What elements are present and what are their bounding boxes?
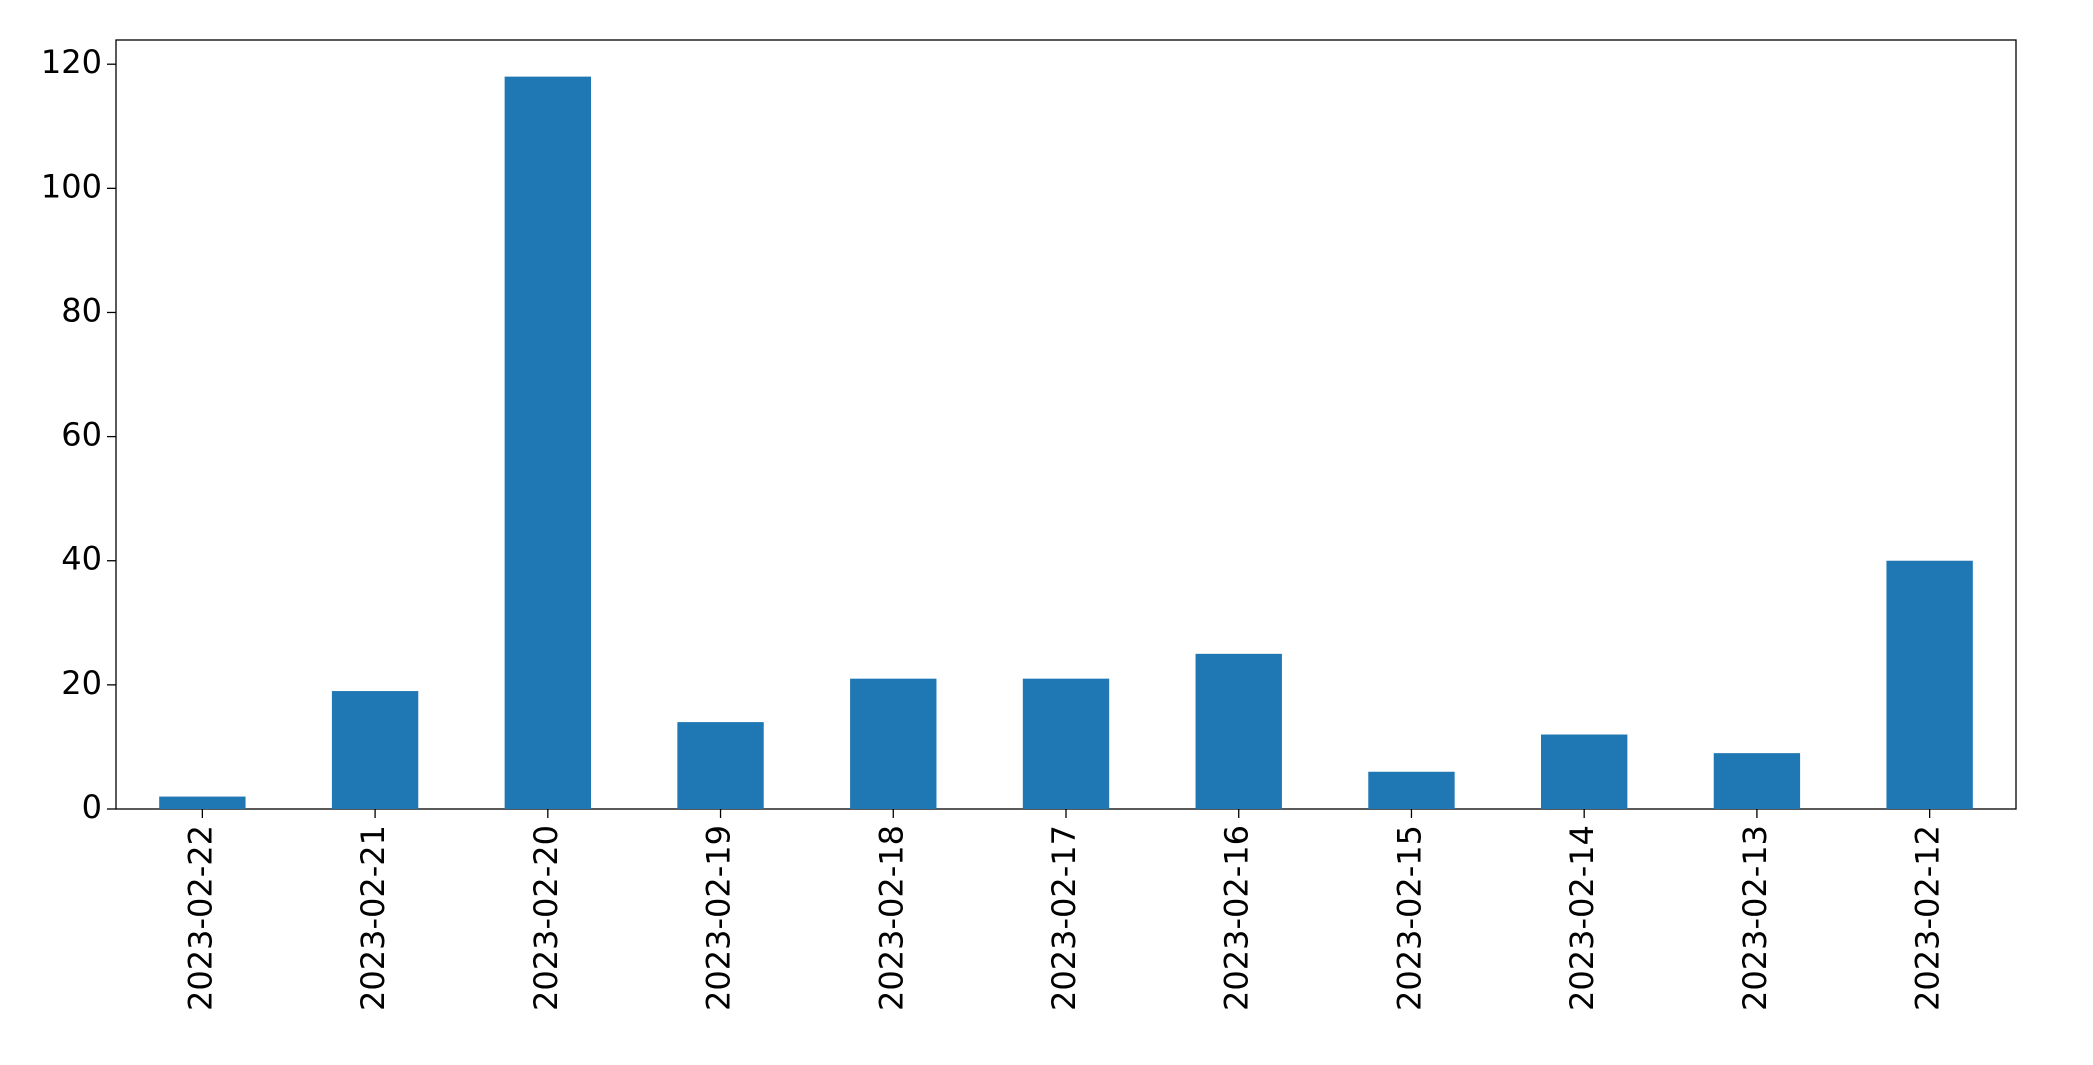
bar (677, 722, 764, 809)
y-tick-label: 120 (41, 43, 102, 81)
x-tick-label: 2023-02-22 (181, 825, 219, 1011)
bar (1713, 753, 1801, 809)
bar (1195, 653, 1282, 809)
bar (331, 691, 419, 809)
y-tick-label: 80 (61, 291, 102, 329)
x-tick-label: 2023-02-21 (354, 825, 392, 1011)
y-tick-label: 0 (82, 788, 102, 826)
y-tick-label: 20 (61, 664, 102, 702)
x-tick-label: 2023-02-16 (1218, 825, 1256, 1011)
x-tick-label: 2023-02-14 (1563, 825, 1601, 1011)
x-tick-label: 2023-02-13 (1736, 825, 1774, 1011)
x-tick-label: 2023-02-15 (1390, 825, 1428, 1011)
x-tick-label: 2023-02-20 (527, 825, 565, 1011)
y-tick-label: 40 (61, 540, 102, 578)
bar (1368, 771, 1455, 809)
x-tick-label: 2023-02-19 (700, 825, 738, 1011)
y-tick-label: 100 (41, 167, 102, 205)
bar (1022, 678, 1110, 809)
bar (504, 76, 591, 810)
bar (159, 796, 246, 809)
x-tick-label: 2023-02-18 (872, 825, 910, 1011)
bar (1886, 560, 1973, 809)
y-tick-label: 60 (61, 416, 102, 454)
x-tick-label: 2023-02-17 (1045, 825, 1083, 1011)
x-tick-label: 2023-02-12 (1909, 825, 1947, 1011)
bar (1541, 734, 1628, 809)
bar (850, 678, 937, 809)
